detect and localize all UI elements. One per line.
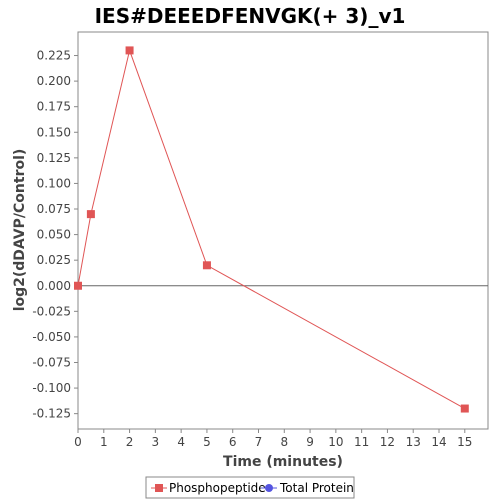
y-tick-label: 0.150	[37, 125, 71, 139]
y-tick-label: 0.025	[37, 253, 71, 267]
y-tick-label: -0.100	[32, 381, 71, 395]
x-tick-label: 7	[255, 435, 263, 449]
y-axis: -0.125 -0.100 -0.075 -0.050 -0.025 0.000 0.025…	[32, 49, 78, 421]
x-tick-label: 1	[100, 435, 108, 449]
x-tick-label: 0	[74, 435, 82, 449]
legend-marker-phosphopeptide	[155, 484, 163, 492]
y-tick-label: 0.100	[37, 176, 71, 190]
data-point	[74, 281, 82, 290]
x-tick-label: 5	[203, 435, 211, 449]
y-tick-label: 0.000	[37, 279, 71, 293]
x-tick-label: 9	[306, 435, 314, 449]
y-tick-label: 0.050	[37, 228, 71, 242]
y-tick-label: 0.075	[37, 202, 71, 216]
x-tick-label: 14	[431, 435, 446, 449]
y-tick-label: -0.050	[32, 330, 71, 344]
x-axis: 0 1 2 3 4 5 6 7 8 9 10 11 12 13 14 15	[74, 429, 472, 449]
legend-label-phosphopeptide: Phosphopeptide	[169, 481, 266, 495]
y-tick-label: 0.225	[37, 49, 71, 63]
y-tick-label: 0.125	[37, 151, 71, 165]
x-axis-label: Time (minutes)	[223, 454, 343, 470]
y-axis-label: log2(dDAVP/Control)	[12, 149, 28, 312]
plot-area	[77, 31, 489, 430]
legend-marker-total-protein	[265, 484, 273, 492]
data-point	[460, 404, 469, 413]
y-tick-label: 0.200	[37, 74, 71, 88]
y-tick-label: 0.175	[37, 100, 71, 114]
legend: Phosphopeptide Total Protein	[145, 476, 355, 499]
y-tick-label: -0.075	[32, 355, 71, 369]
x-tick-label: 6	[229, 435, 237, 449]
x-tick-label: 3	[152, 435, 160, 449]
series-layer	[74, 46, 469, 413]
data-point	[86, 210, 95, 219]
y-tick-label: -0.025	[32, 304, 71, 318]
x-tick-label: 15	[457, 435, 472, 449]
x-tick-label: 10	[328, 435, 343, 449]
x-tick-label: 12	[380, 435, 395, 449]
x-tick-label: 8	[280, 435, 288, 449]
chart-title: IES#DEEEDFENVGK(+ 3)_v1	[95, 4, 406, 28]
legend-box	[145, 476, 355, 499]
data-point	[125, 46, 134, 55]
x-tick-label: 13	[406, 435, 421, 449]
x-tick-label: 4	[177, 435, 185, 449]
y-tick-label: -0.125	[32, 407, 71, 421]
x-tick-label: 2	[126, 435, 134, 449]
x-tick-label: 11	[354, 435, 369, 449]
legend-label-total-protein: Total Protein	[279, 481, 354, 495]
data-point	[202, 261, 211, 270]
